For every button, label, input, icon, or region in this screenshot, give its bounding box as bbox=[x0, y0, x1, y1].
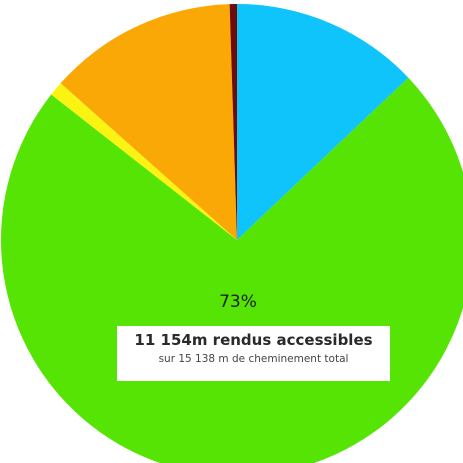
pie-slice-4 bbox=[60, 4, 237, 241]
accessible-length-callout: 11 154m rendus accessibles sur 15 138 m … bbox=[117, 326, 390, 381]
pie-slice-3 bbox=[51, 83, 238, 241]
slice-percent-label: 73% bbox=[219, 292, 257, 312]
pie-slice-5 bbox=[229, 4, 237, 240]
callout-main-text: 11 154m rendus accessibles bbox=[134, 331, 373, 349]
pie-slice-1 bbox=[237, 4, 409, 240]
callout-sub-text: sur 15 138 m de cheminement total bbox=[158, 353, 349, 365]
